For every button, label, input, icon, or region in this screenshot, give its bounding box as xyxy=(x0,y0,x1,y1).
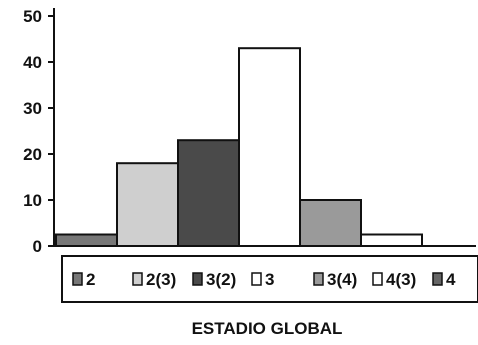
legend-swatch xyxy=(192,272,203,286)
legend: 2 2(3) 3(2) 3 3(4) 4(3) 4 xyxy=(61,255,478,303)
bar-3(2) xyxy=(177,139,240,247)
legend-swatch xyxy=(72,272,83,286)
y-tick-label: 20 xyxy=(23,145,42,164)
legend-label: 3(2) xyxy=(206,270,236,289)
x-axis-label: ESTADIO GLOBAL xyxy=(192,319,343,338)
legend-swatch xyxy=(251,272,262,286)
bar-2(3) xyxy=(116,162,179,247)
legend-swatch xyxy=(432,272,443,286)
legend-label: 2 xyxy=(86,270,95,289)
bar-4(3) xyxy=(360,233,423,247)
legend-box xyxy=(61,255,478,303)
legend-swatch xyxy=(372,272,383,286)
legend-swatch xyxy=(313,272,324,286)
y-tick-label: 10 xyxy=(23,191,42,210)
bar-2 xyxy=(55,233,118,247)
y-tick-label: 50 xyxy=(23,7,42,26)
legend-label: 3 xyxy=(265,270,274,289)
legend-label: 4 xyxy=(446,270,456,289)
y-tick-label: 0 xyxy=(33,237,42,256)
y-tick-label: 30 xyxy=(23,99,42,118)
legend-label: 3(4) xyxy=(327,270,357,289)
bars xyxy=(55,47,423,248)
legend-label: 4(3) xyxy=(386,270,416,289)
legend-swatch xyxy=(132,272,143,286)
bar-3 xyxy=(238,47,301,248)
legend-label: 2(3) xyxy=(146,270,176,289)
y-tick-label: 40 xyxy=(23,53,42,72)
bar-3(4) xyxy=(299,199,362,247)
